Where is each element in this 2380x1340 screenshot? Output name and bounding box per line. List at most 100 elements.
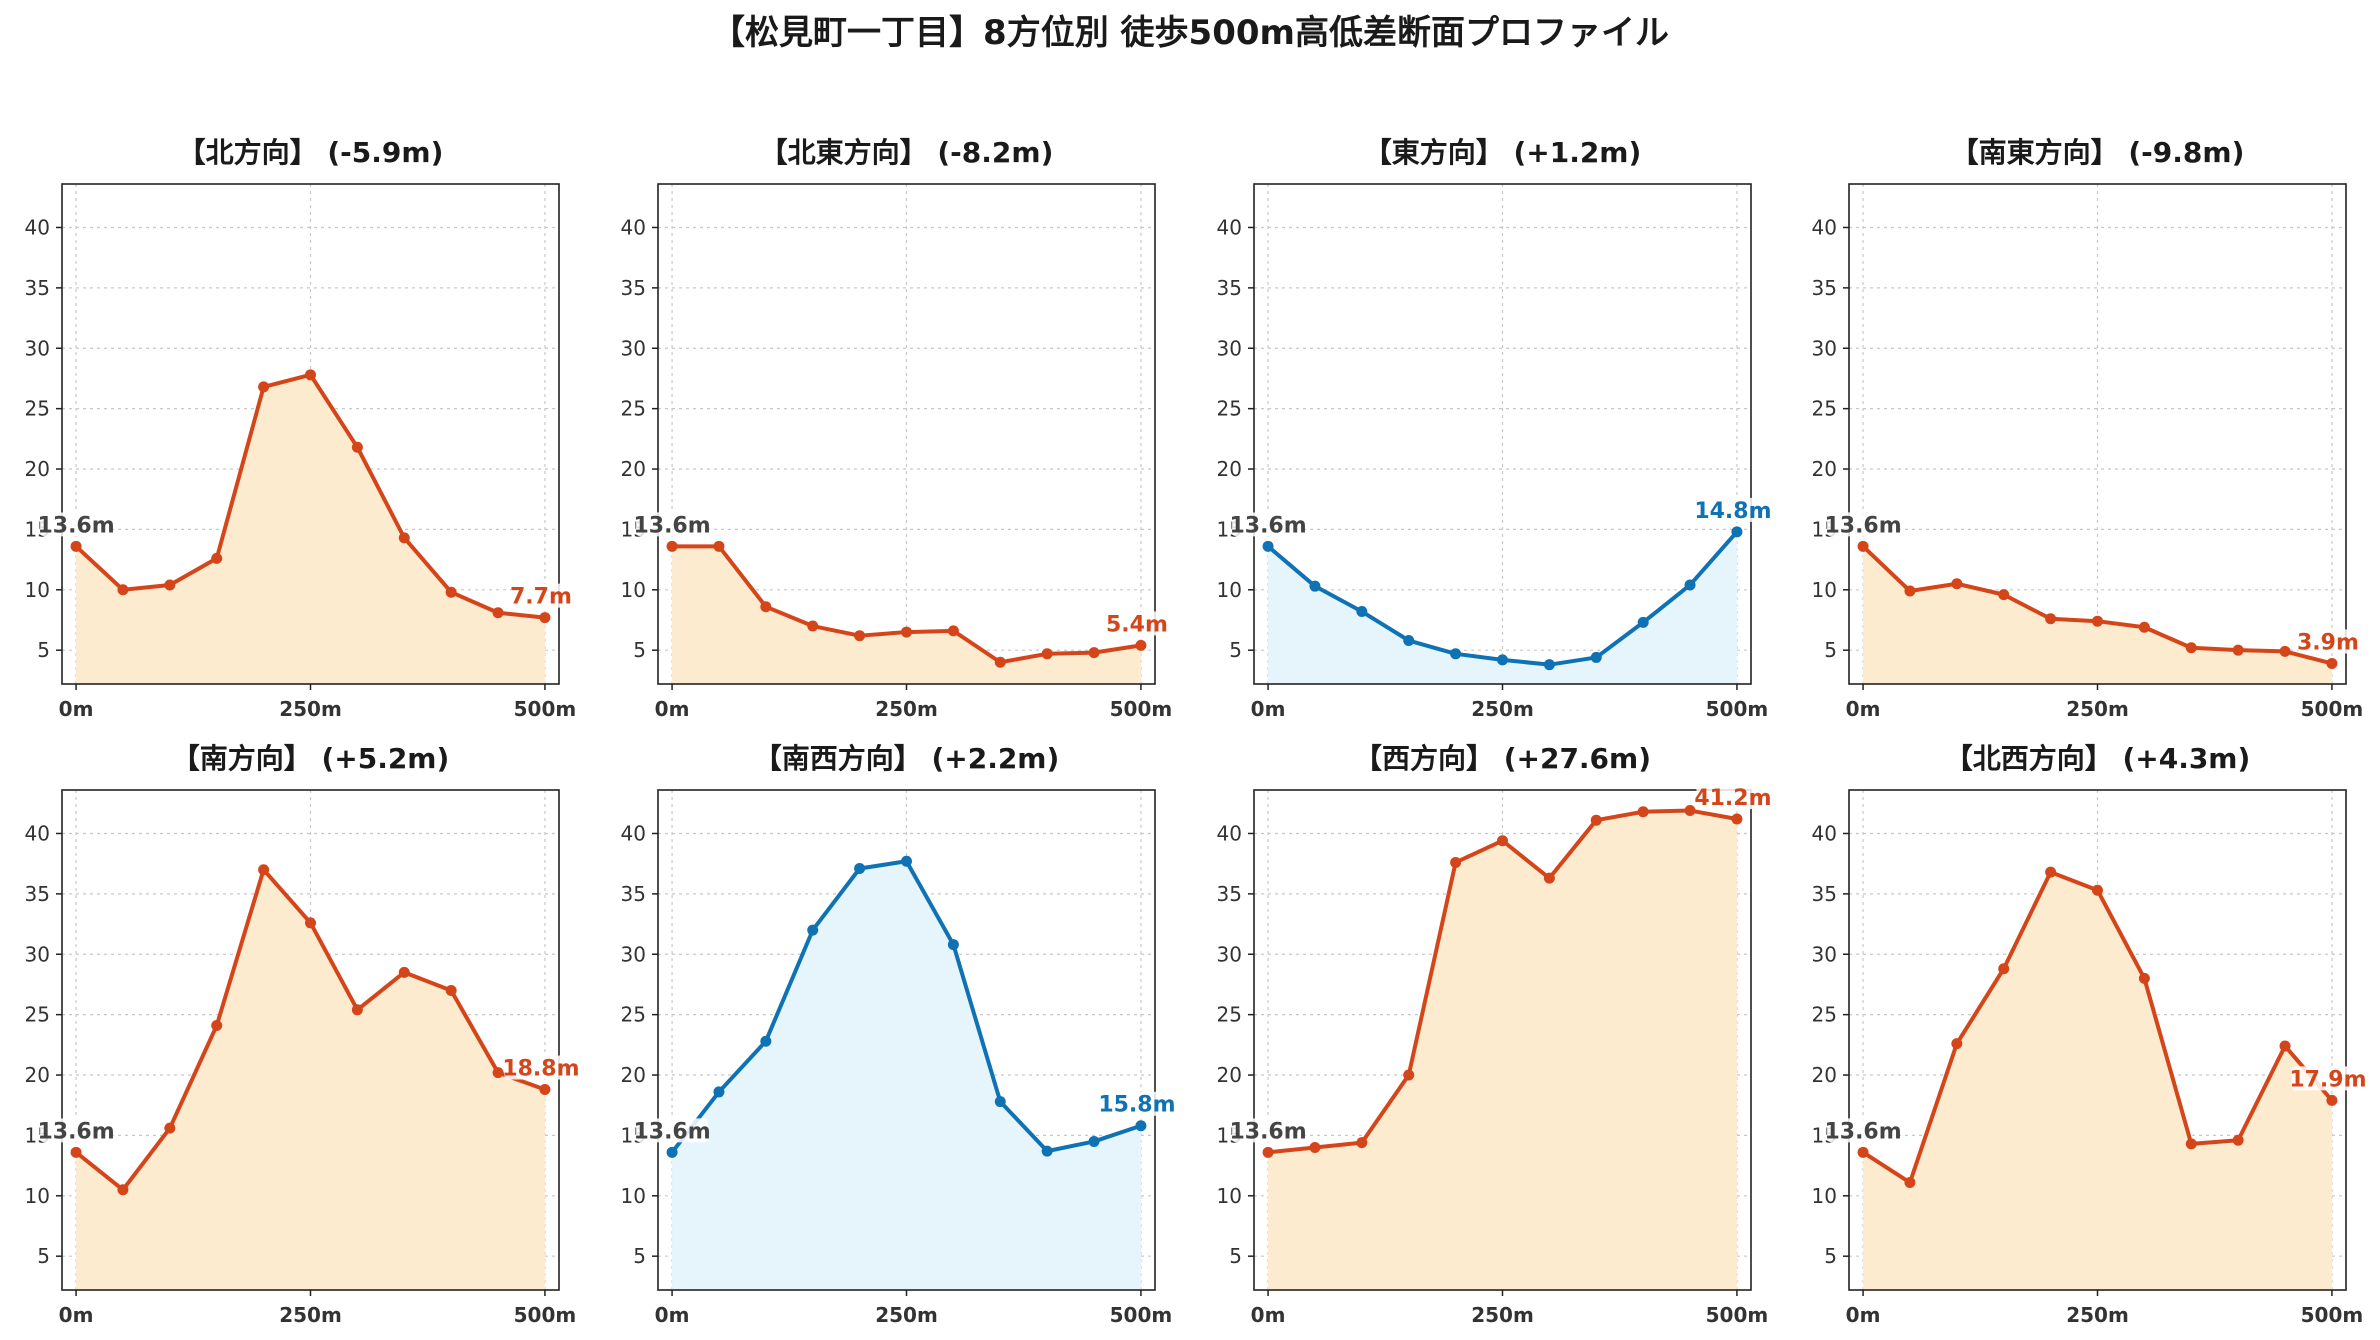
figure-title: 【松見町一丁目】8方位別 徒歩500m高低差断面プロファイル	[711, 13, 1669, 53]
panel-title: 【北方向】 (-5.9m)	[178, 136, 444, 169]
y-tick-label: 30	[25, 942, 50, 966]
start-label-bg	[40, 1118, 113, 1143]
end-label-bg	[1100, 1091, 1174, 1116]
y-tick-label: 10	[25, 578, 50, 602]
data-point	[1731, 526, 1743, 538]
start-label: 13.6m	[37, 513, 114, 538]
data-point	[760, 601, 772, 613]
y-tick-label: 40	[621, 215, 646, 239]
y-tick-label: 5	[1229, 638, 1242, 662]
y-tick-label: 25	[1217, 397, 1242, 421]
start-label-bg	[636, 1118, 709, 1143]
data-point	[70, 540, 82, 552]
data-point	[1590, 651, 1602, 663]
start-label: 13.6m	[1229, 513, 1306, 538]
data-point	[2326, 1094, 2338, 1106]
y-tick-label: 40	[621, 821, 646, 845]
area-fill	[1268, 810, 1737, 1290]
data-point	[666, 1146, 678, 1158]
y-tick-label: 10	[25, 1184, 50, 1208]
end-label-bg	[1696, 784, 1770, 809]
data-point	[1637, 806, 1649, 818]
y-tick-label: 5	[1229, 1244, 1242, 1268]
area-fill	[1268, 531, 1737, 684]
x-tick-label: 250m	[2066, 697, 2129, 721]
data-point	[2138, 621, 2150, 633]
data-point	[398, 532, 410, 544]
end-label-bg	[1106, 611, 1167, 636]
x-tick-label: 500m	[1110, 697, 1173, 721]
data-point	[1403, 1069, 1415, 1081]
data-point	[211, 552, 223, 564]
panel-title: 【西方向】 (+27.6m)	[1354, 742, 1651, 775]
data-point	[2138, 972, 2150, 984]
start-label-bg	[1232, 512, 1305, 537]
start-label: 13.6m	[633, 513, 710, 538]
y-tick-label: 5	[1824, 1244, 1837, 1268]
data-point	[1731, 813, 1743, 825]
data-point	[2092, 884, 2103, 896]
end-label: 3.9m	[2297, 630, 2359, 655]
data-point	[2185, 1138, 2197, 1150]
data-point	[1590, 814, 1602, 826]
start-label-bg	[1232, 1118, 1305, 1143]
y-tick-label: 5	[37, 1244, 50, 1268]
data-point	[1356, 606, 1368, 618]
data-point	[1403, 635, 1415, 647]
data-point	[539, 612, 551, 624]
data-point	[445, 586, 457, 598]
start-label: 13.6m	[1229, 1119, 1306, 1144]
y-tick-label: 5	[1824, 638, 1837, 662]
area-fill	[76, 374, 545, 684]
y-tick-label: 10	[1812, 578, 1837, 602]
start-label: 13.6m	[633, 1119, 710, 1144]
data-point	[994, 1096, 1006, 1108]
data-point	[2045, 613, 2057, 625]
end-label: 15.8m	[1098, 1093, 1175, 1118]
area-fill	[1863, 872, 2332, 1290]
y-tick-label: 40	[25, 821, 50, 845]
panel-title: 【南西方向】 (+2.2m)	[754, 742, 1060, 775]
y-tick-label: 30	[1217, 336, 1242, 360]
y-tick-label: 35	[1217, 882, 1242, 906]
y-tick-label: 25	[621, 397, 646, 421]
panel-title: 【北東方向】 (-8.2m)	[760, 136, 1054, 169]
data-point	[1857, 540, 1869, 552]
x-tick-label: 500m	[514, 697, 577, 721]
data-point	[1135, 639, 1147, 651]
y-tick-label: 25	[25, 397, 50, 421]
data-point	[117, 1184, 129, 1196]
data-point	[492, 1067, 504, 1079]
data-point	[1857, 1146, 1869, 1158]
y-tick-label: 20	[25, 1063, 50, 1087]
y-tick-label: 10	[621, 1184, 646, 1208]
end-label: 18.8m	[502, 1057, 579, 1082]
y-tick-label: 10	[1217, 1184, 1242, 1208]
data-point	[1309, 580, 1321, 592]
x-tick-label: 0m	[59, 1303, 94, 1327]
x-tick-label: 500m	[1110, 1303, 1173, 1327]
data-point	[258, 381, 270, 393]
data-point	[1088, 647, 1100, 659]
data-point	[854, 630, 866, 642]
x-tick-label: 500m	[2301, 697, 2364, 721]
data-point	[1998, 589, 2010, 601]
x-tick-label: 500m	[1706, 697, 1769, 721]
y-tick-label: 25	[1812, 397, 1837, 421]
end-label: 17.9m	[2289, 1067, 2366, 1092]
y-tick-label: 5	[37, 638, 50, 662]
y-tick-label: 10	[1812, 1184, 1837, 1208]
x-tick-label: 0m	[1251, 697, 1286, 721]
panel-title: 【北西方向】 (+4.3m)	[1945, 742, 2251, 775]
data-point	[351, 441, 363, 453]
data-point	[445, 984, 457, 996]
y-tick-label: 35	[25, 882, 50, 906]
data-point	[1951, 1038, 1963, 1050]
y-tick-label: 35	[1217, 276, 1242, 300]
data-point	[1951, 578, 1963, 590]
x-tick-label: 0m	[1846, 697, 1881, 721]
